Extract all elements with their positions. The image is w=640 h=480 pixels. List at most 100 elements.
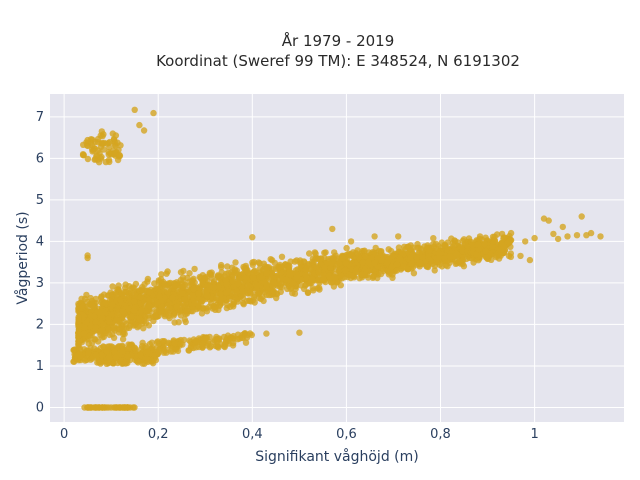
data-point [417,259,424,266]
data-point [342,267,349,274]
data-point [139,342,146,350]
data-point [139,286,146,293]
data-point [100,146,108,153]
data-point [230,332,237,340]
data-point [89,136,96,143]
data-point [359,259,366,266]
data-point [257,265,264,272]
data-point [87,332,94,339]
data-point [112,132,120,139]
data-point [124,353,131,360]
data-point [125,345,132,352]
data-point [210,284,218,291]
data-point [130,298,138,305]
data-point [309,276,316,283]
data-point [393,261,401,268]
data-point [273,294,280,302]
data-point [92,324,99,331]
data-point [164,288,171,295]
data-point [105,315,112,322]
data-point [218,264,225,271]
data-point [224,263,231,270]
data-point [159,338,166,345]
data-point [321,264,328,271]
x-tick-label: 1 [530,427,538,442]
data-point [225,269,232,277]
data-point [173,303,181,310]
data-point [482,248,489,255]
data-point [79,302,87,310]
data-point [119,330,127,338]
data-point [550,230,557,238]
data-point [395,233,402,240]
data-point [247,289,254,296]
data-point [320,276,327,283]
data-point [441,242,449,249]
data-point [481,240,489,248]
data-point [505,252,513,260]
data-point [414,244,421,251]
data-point [91,156,98,163]
data-point [531,234,538,242]
data-point [441,255,448,262]
data-point [132,345,139,352]
data-point [249,261,256,268]
data-point [130,404,137,411]
data-point [161,280,168,288]
data-point [84,303,92,310]
data-point [81,295,89,302]
data-point [146,302,153,310]
data-point [473,251,480,258]
data-point [113,354,120,361]
data-point [191,300,198,307]
y-tick-label: 1 [36,359,44,374]
data-point [100,321,107,329]
data-point [233,288,240,295]
data-point [202,335,209,343]
data-point [278,284,285,291]
data-point [158,271,165,278]
data-point [210,303,217,311]
data-point [419,254,426,261]
data-point [191,265,198,273]
data-point [170,312,177,319]
data-point [315,284,323,291]
data-point [526,256,534,264]
data-point [389,274,396,281]
data-point [210,278,218,285]
data-point [423,263,431,270]
data-point [431,267,438,274]
data-point [214,336,221,344]
data-point [174,347,182,355]
data-point [126,322,134,329]
data-point [251,299,258,306]
data-point [302,266,309,273]
data-point [491,233,498,240]
data-point [105,353,113,361]
data-point [309,285,316,292]
data-point [103,360,110,367]
data-point [152,307,160,314]
data-point [329,225,336,233]
data-point [105,156,113,164]
data-point [70,347,77,354]
data-point [109,283,116,290]
data-point [137,351,144,359]
data-point [169,294,176,301]
data-point [75,318,82,325]
data-point [83,319,90,326]
data-point [152,312,160,320]
data-point [469,241,476,249]
data-point [260,260,267,267]
y-tick-label: 5 [36,193,44,208]
data-point [249,273,257,281]
y-tick-label: 6 [36,151,44,166]
data-point [249,234,256,241]
data-point [435,249,443,257]
data-point [244,282,252,289]
data-point [98,140,105,147]
data-point [109,301,116,309]
data-point [517,252,524,260]
data-point [105,404,112,411]
data-point [150,109,157,117]
